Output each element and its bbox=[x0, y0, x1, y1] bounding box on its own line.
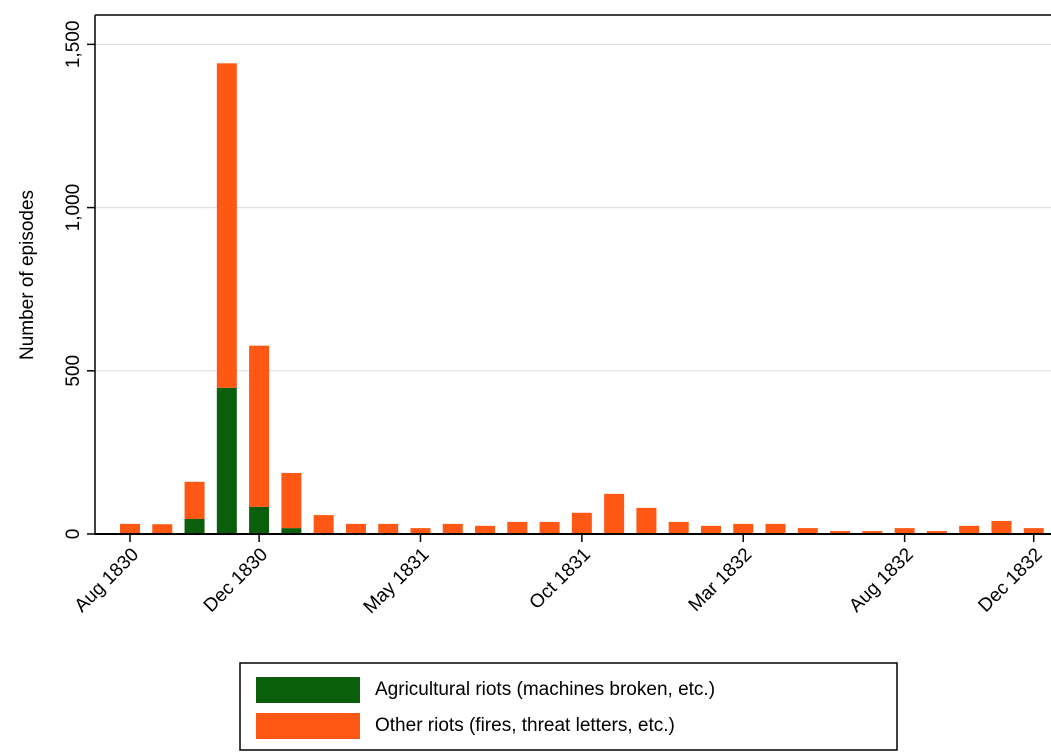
y-tick-label: 0 bbox=[63, 529, 84, 540]
bar-segment bbox=[184, 518, 205, 534]
bar-segment bbox=[184, 481, 205, 519]
bar-segment bbox=[216, 63, 237, 388]
bar-segment bbox=[539, 521, 560, 534]
bar-segment bbox=[733, 523, 754, 534]
x-tick-label: May 1831 bbox=[360, 544, 434, 618]
y-axis-title: Number of episodes bbox=[17, 190, 38, 360]
bar-segment bbox=[765, 523, 786, 534]
bar-segment bbox=[281, 528, 302, 534]
bar-segment bbox=[410, 528, 431, 534]
bar-segment bbox=[475, 525, 496, 534]
bar-segment bbox=[249, 506, 270, 534]
bar-segment bbox=[797, 528, 818, 534]
bar-segment bbox=[507, 521, 528, 534]
bar-segment bbox=[830, 531, 851, 534]
bar-segment bbox=[991, 520, 1012, 534]
bar-segment bbox=[636, 507, 657, 534]
bar-segment bbox=[668, 521, 689, 534]
y-tick-label: 1,000 bbox=[63, 184, 84, 232]
bar-segment bbox=[571, 512, 592, 534]
legend-swatch bbox=[256, 677, 360, 703]
bar-segment bbox=[862, 531, 883, 534]
x-tick-label: Oct 1831 bbox=[526, 544, 595, 613]
bar-segment bbox=[216, 387, 237, 534]
bar-segment bbox=[1023, 528, 1044, 534]
y-tick-label: 1,500 bbox=[63, 21, 84, 69]
bar-segment bbox=[345, 523, 366, 534]
x-tick-label: Dec 1832 bbox=[974, 544, 1046, 616]
bar-segment bbox=[378, 523, 399, 534]
bar-segment bbox=[120, 523, 140, 534]
y-tick-label: 500 bbox=[63, 355, 84, 387]
bar-segment bbox=[442, 523, 463, 534]
bar-segment bbox=[281, 472, 302, 529]
bar-segment bbox=[894, 528, 915, 534]
bar-segment bbox=[926, 531, 947, 534]
bar-segment bbox=[313, 515, 334, 534]
bar-segment bbox=[700, 525, 721, 534]
bar-segment bbox=[249, 345, 270, 507]
bar-segment bbox=[604, 493, 625, 534]
x-tick-label: Mar 1832 bbox=[685, 544, 757, 616]
bar-segment bbox=[959, 525, 980, 534]
x-tick-label: Aug 1832 bbox=[845, 544, 917, 616]
legend-swatch bbox=[256, 713, 360, 739]
legend-label: Agricultural riots (machines broken, etc… bbox=[375, 679, 715, 700]
bar-segment bbox=[152, 524, 173, 534]
x-tick-label: Aug 1830 bbox=[71, 544, 143, 616]
x-tick-label: Dec 1830 bbox=[200, 544, 272, 616]
legend-label: Other riots (fires, threat letters, etc.… bbox=[375, 715, 675, 736]
